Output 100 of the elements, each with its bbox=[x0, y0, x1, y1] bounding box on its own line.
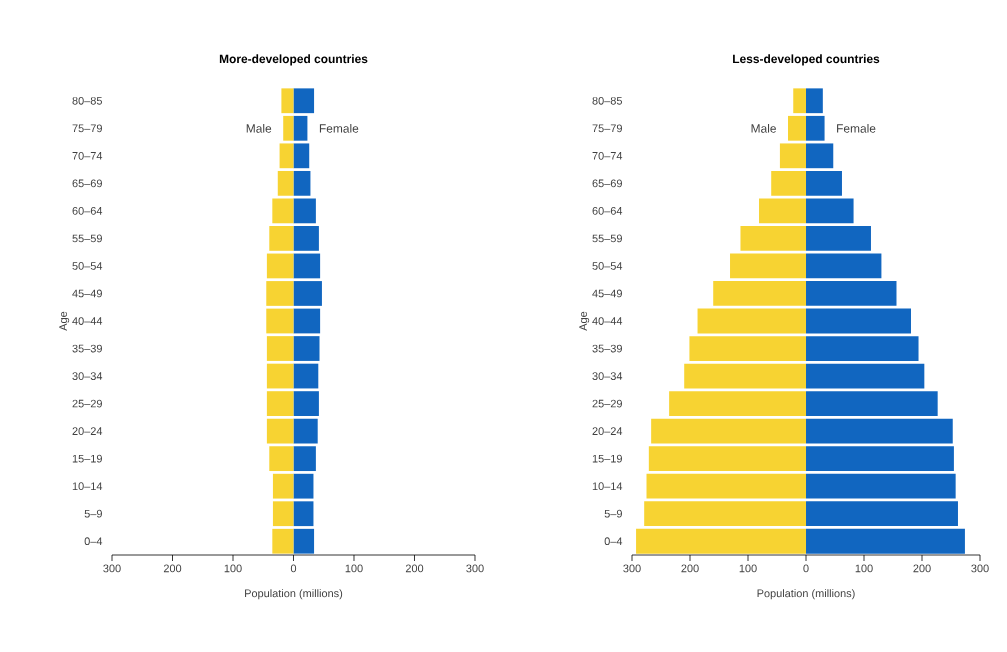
x-tick-label: 200 bbox=[681, 564, 699, 573]
bar bbox=[806, 418, 953, 444]
bar bbox=[806, 226, 871, 251]
y-tick-label: 15–19 bbox=[72, 454, 102, 463]
bar bbox=[644, 501, 807, 527]
series-label: Male bbox=[751, 123, 776, 133]
bar bbox=[269, 226, 294, 251]
bar bbox=[293, 115, 308, 141]
bar bbox=[279, 143, 294, 169]
series-label: Female bbox=[319, 123, 359, 133]
bar bbox=[293, 391, 319, 416]
y-tick-label: 30–34 bbox=[592, 372, 623, 380]
bar bbox=[281, 88, 294, 114]
bar bbox=[293, 501, 314, 527]
bar bbox=[806, 391, 938, 416]
y-tick-label: 65–69 bbox=[72, 179, 102, 188]
bar bbox=[806, 363, 925, 389]
y-tick-label: 40–44 bbox=[72, 317, 103, 325]
x-tick-label: 100 bbox=[345, 564, 363, 573]
bar bbox=[277, 170, 294, 196]
bar bbox=[293, 170, 311, 196]
bar bbox=[293, 308, 321, 334]
bar bbox=[293, 198, 316, 224]
bar bbox=[669, 391, 807, 416]
bar bbox=[713, 281, 807, 306]
bar bbox=[806, 143, 834, 169]
bar bbox=[806, 308, 911, 334]
bar bbox=[806, 115, 825, 141]
x-tick-label: 0 bbox=[290, 564, 297, 573]
x-tick-label: 300 bbox=[623, 564, 641, 573]
bar bbox=[293, 281, 322, 306]
y-tick-label: 5–9 bbox=[604, 509, 622, 518]
bar bbox=[266, 281, 294, 306]
bar bbox=[646, 473, 807, 499]
chart-title: Less-developed countries bbox=[733, 54, 880, 66]
bar bbox=[806, 336, 919, 361]
y-tick-label: 65–69 bbox=[592, 179, 622, 188]
y-tick-label: 30–34 bbox=[72, 372, 103, 380]
x-tick-label: 100 bbox=[739, 564, 757, 573]
bar bbox=[793, 88, 807, 114]
bar bbox=[293, 226, 319, 251]
x-tick-label: 300 bbox=[103, 564, 121, 573]
series-label: Female bbox=[837, 123, 876, 133]
y-tick-label: 20–24 bbox=[592, 427, 623, 435]
y-tick-label: 80–85 bbox=[592, 96, 623, 105]
x-axis-title: Population (millions) bbox=[757, 589, 855, 600]
bar bbox=[293, 253, 321, 279]
bar bbox=[648, 446, 807, 472]
bar bbox=[806, 281, 897, 306]
bar bbox=[740, 226, 807, 251]
x-tick-label: 200 bbox=[913, 564, 931, 573]
series-label: Male bbox=[246, 123, 272, 133]
bar bbox=[806, 253, 882, 279]
y-tick-label: 25–29 bbox=[592, 399, 622, 408]
bar bbox=[293, 363, 319, 389]
bar bbox=[806, 198, 854, 224]
bar bbox=[806, 170, 842, 196]
bar bbox=[272, 528, 294, 554]
bar bbox=[293, 446, 316, 472]
y-tick-label: 60–64 bbox=[72, 207, 103, 215]
bar bbox=[272, 473, 294, 499]
x-tick-label: 100 bbox=[855, 564, 873, 573]
bar bbox=[283, 115, 294, 141]
y-tick-label: 40–44 bbox=[592, 317, 623, 325]
y-tick-label: 80–85 bbox=[72, 96, 102, 105]
y-tick-label: 35–39 bbox=[592, 344, 622, 353]
y-tick-label: 5–9 bbox=[84, 509, 102, 518]
bar bbox=[293, 528, 315, 554]
y-tick-label: 55–59 bbox=[592, 234, 622, 243]
bar bbox=[293, 88, 315, 114]
x-tick-label: 0 bbox=[803, 564, 809, 573]
y-tick-label: 70–74 bbox=[592, 151, 623, 160]
y-tick-label: 70–74 bbox=[72, 151, 103, 160]
x-tick-label: 200 bbox=[405, 564, 424, 573]
bar bbox=[806, 528, 965, 554]
y-tick-label: 15–19 bbox=[592, 454, 622, 463]
x-tick-label: 100 bbox=[224, 564, 242, 573]
bar bbox=[266, 336, 294, 361]
bar bbox=[788, 115, 807, 141]
bar bbox=[269, 446, 294, 472]
bar bbox=[266, 418, 294, 444]
bar bbox=[272, 501, 294, 527]
x-tick-label: 200 bbox=[163, 564, 182, 573]
y-tick-label: 20–24 bbox=[72, 427, 103, 435]
y-tick-label: 10–14 bbox=[592, 482, 623, 491]
bar bbox=[293, 418, 318, 444]
y-tick-label: 35–39 bbox=[72, 344, 102, 353]
bar bbox=[266, 391, 294, 416]
y-tick-label: 25–29 bbox=[72, 399, 102, 408]
bar bbox=[266, 308, 294, 334]
x-axis-title: Population (millions) bbox=[245, 589, 343, 600]
y-tick-label: 75–79 bbox=[592, 124, 622, 133]
y-tick-label: 45–49 bbox=[592, 289, 622, 298]
bar bbox=[293, 336, 320, 361]
x-tick-label: 300 bbox=[971, 564, 989, 573]
x-tick-label: 300 bbox=[466, 564, 484, 573]
bar bbox=[266, 253, 294, 279]
bar bbox=[759, 198, 807, 224]
bar bbox=[636, 528, 807, 554]
bar bbox=[293, 143, 310, 169]
